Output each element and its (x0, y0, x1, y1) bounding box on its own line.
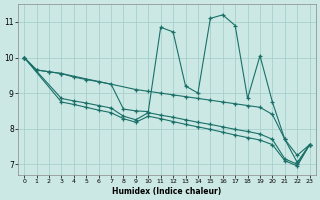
X-axis label: Humidex (Indice chaleur): Humidex (Indice chaleur) (112, 187, 221, 196)
